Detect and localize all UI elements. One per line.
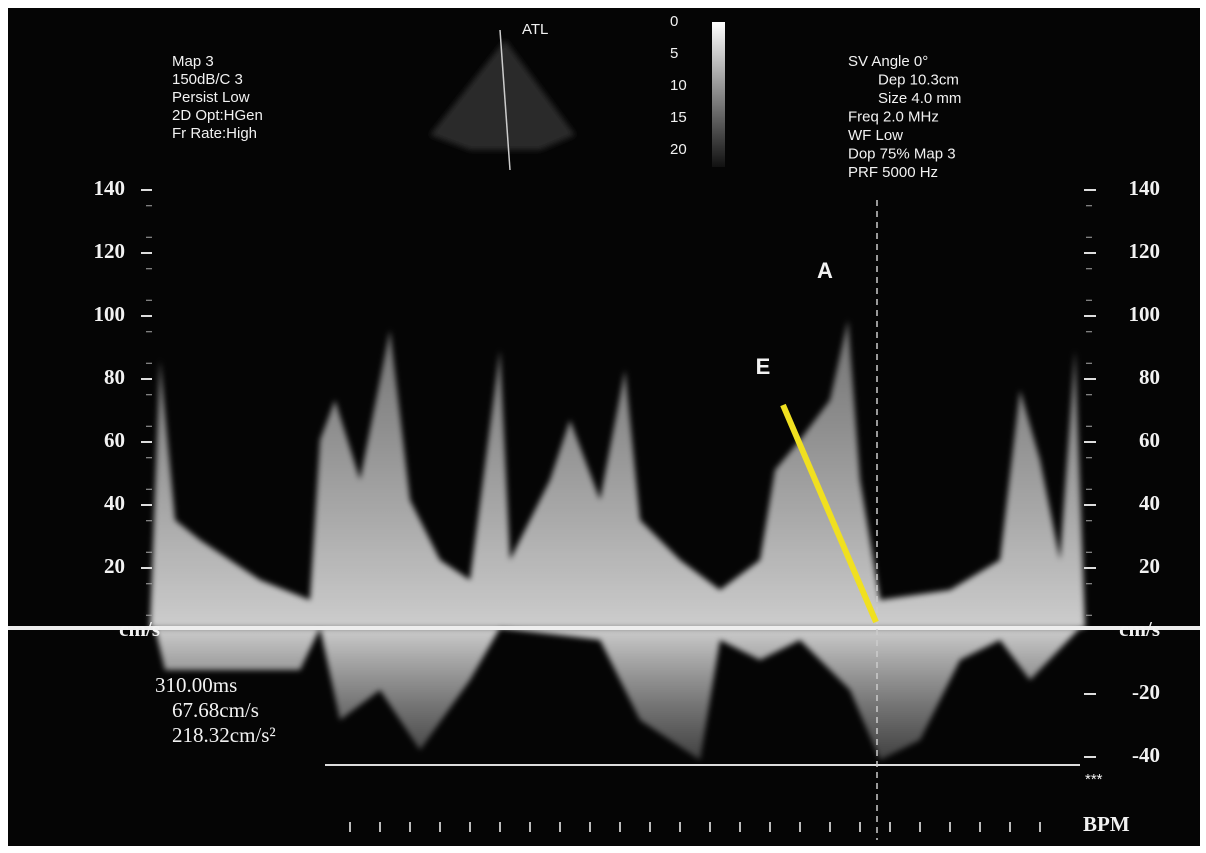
- setting-right: Freq 2.0 MHz: [848, 108, 939, 125]
- footer-stars: ***: [1085, 771, 1103, 788]
- left-scale-label: 60: [104, 428, 125, 452]
- right-scale-label: 80: [1139, 365, 1160, 389]
- left-scale-label: 120: [94, 239, 126, 263]
- right-scale-label: 120: [1129, 239, 1161, 263]
- left-scale-label: 40: [104, 491, 125, 515]
- setting-right: Dop 75% Map 3: [848, 145, 956, 162]
- setting-left: Persist Low: [172, 89, 250, 106]
- setting-left: 2D Opt:HGen: [172, 107, 263, 124]
- left-scale-label: 100: [94, 302, 126, 326]
- setting-right: WF Low: [848, 127, 903, 144]
- setting-left: Map 3: [172, 53, 214, 70]
- right-scale-label: 20: [1139, 554, 1160, 578]
- setting-right: Dep 10.3cm: [878, 71, 959, 88]
- setting-right: SV Angle 0°: [848, 53, 928, 70]
- measurement: 218.32cm/s²: [172, 723, 276, 747]
- left-scale-label: cm/s: [119, 617, 160, 641]
- footer-bpm: BPM: [1083, 812, 1130, 836]
- annotation-a: A: [817, 258, 833, 283]
- setting-left: 150dB/C 3: [172, 71, 243, 88]
- setting-right: Size 4.0 mm: [878, 90, 961, 107]
- depth-label: 20: [670, 141, 687, 158]
- left-scale-label: 20: [104, 554, 125, 578]
- right-scale-label: 40: [1139, 491, 1160, 515]
- right-scale-label: 140: [1129, 176, 1161, 200]
- doppler-screen: Map 3150dB/C 3Persist Low2D Opt:HGenFr R…: [0, 0, 1206, 853]
- left-scale-label: 80: [104, 365, 125, 389]
- gray-bar: [712, 22, 725, 167]
- annotation-e: E: [756, 354, 771, 379]
- measurement: 310.00ms: [155, 673, 237, 697]
- depth-label: 0: [670, 13, 678, 30]
- probe-label: ATL: [522, 21, 548, 38]
- left-scale-label: 140: [94, 176, 126, 200]
- measurement: 67.68cm/s: [172, 698, 259, 722]
- setting-left: Fr Rate:High: [172, 125, 257, 142]
- page: {"header_left": ["Map 3", "150dB/C 3", "…: [0, 0, 1206, 853]
- right-scale-label: cm/s: [1119, 617, 1160, 641]
- depth-label: 10: [670, 77, 687, 94]
- setting-right: PRF 5000 Hz: [848, 164, 938, 181]
- right-scale-label: 60: [1139, 428, 1160, 452]
- right-scale-label: -40: [1132, 743, 1160, 767]
- depth-label: 15: [670, 109, 687, 126]
- right-scale-label: 100: [1129, 302, 1161, 326]
- right-scale-label: -20: [1132, 680, 1160, 704]
- depth-label: 5: [670, 45, 678, 62]
